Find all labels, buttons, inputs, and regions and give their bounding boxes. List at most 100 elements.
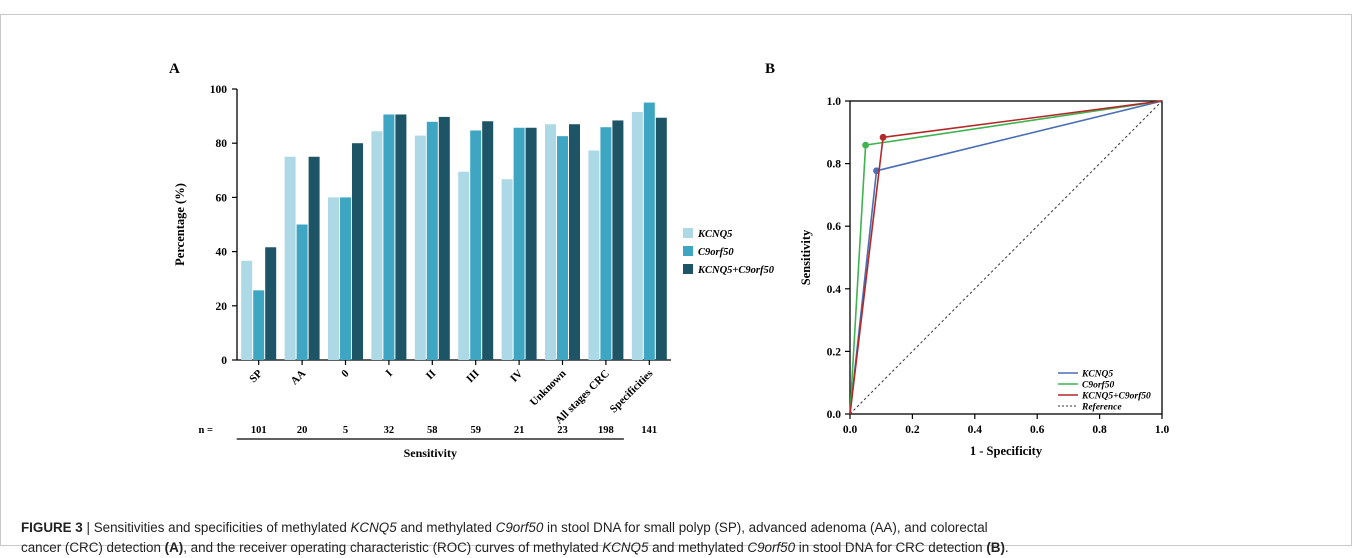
legend-label: C9orf50 [1082,381,1114,391]
x-tick-label: AA [288,368,308,388]
sensitivity-group-label: Sensitivity [404,446,457,460]
legend-label: C9orf50 [698,247,734,258]
bar-kcnq5-c9orf50 [352,143,363,360]
x-axis-title: 1 - Specificity [970,444,1043,458]
figure-canvas: A 0 20 40 60 80 100 Percentage (%) SP 101 AA 20 0 5 I 3… [169,61,1169,460]
x-tick-label: II [424,368,439,383]
x-tick-label: III [464,368,482,386]
legend-swatch [683,246,693,256]
cutoff-point-kcnq5-c9orf50 [879,133,887,141]
legend-label: KCNQ5+C9orf50 [697,265,775,276]
bar-kcnq5 [545,124,556,360]
x-tick-label: 0.4 [968,424,983,436]
bar-kcnq5 [631,112,643,360]
n-value: 101 [251,425,267,436]
caption-gene: KCNQ5 [350,520,397,535]
n-label: n = [199,425,213,436]
bar-kcnq5-c9orf50 [612,120,624,360]
x-tick-label: 0.6 [1030,424,1045,436]
caption-text: in stool DNA for small polyp (SP), advan… [543,520,988,535]
x-tick-label: 1.0 [1155,424,1170,436]
caption-gene: C9orf50 [495,520,544,535]
legend-label: KCNQ5+C9orf50 [1081,392,1151,402]
x-tick-label: IV [508,368,525,385]
panel-a-label: A [169,61,180,77]
bar-kcnq5 [588,150,600,360]
x-tick-label: Specificities [608,367,656,415]
bar-c9orf50 [340,197,351,360]
caption-separator: | [86,520,90,535]
bar-c9orf50 [470,130,482,360]
n-value: 23 [557,425,568,436]
figure-label: FIGURE 3 [21,520,83,535]
legend-label: Reference [1081,403,1122,413]
bar-kcnq5-c9orf50 [395,114,407,360]
bar-kcnq5 [414,135,426,360]
y-tick-label: 0.8 [827,159,842,171]
y-tick-label: 60 [216,192,228,204]
bar-kcnq5 [284,156,296,360]
y-tick-label: 0 [221,355,227,367]
bar-kcnq5 [371,131,383,360]
x-tick-label: 0 [339,367,352,380]
bar-kcnq5 [458,171,470,360]
plot-frame [849,100,1163,415]
y-tick-label: 80 [216,138,228,150]
bar-c9orf50 [383,114,395,360]
y-tick-label: 100 [210,84,228,96]
bar-kcnq5-c9orf50 [525,127,537,361]
figure-frame: A 0 20 40 60 80 100 Percentage (%) SP 101 AA 20 0 5 I 3… [0,14,1352,555]
panel-b-label: B [765,61,775,77]
n-value: 20 [297,425,308,436]
x-tick-label: 0.8 [1092,424,1107,436]
bar-kcnq5 [501,179,513,360]
y-tick-label: 0.6 [827,221,842,233]
bar-c9orf50 [600,127,612,360]
bar-kcnq5-c9orf50 [308,156,320,360]
bar-c9orf50 [296,224,308,360]
legend-label: KCNQ5 [697,229,732,240]
y-axis-title: Sensitivity [799,229,813,285]
n-value: 58 [427,425,438,436]
y-tick-label: 0.0 [827,409,842,421]
bar-kcnq5-c9orf50 [655,117,667,360]
panel-a-bar-chart: A 0 20 40 60 80 100 Percentage (%) SP 101 AA 20 0 5 I 3… [169,61,775,460]
x-tick-label: I [384,368,396,380]
bar-c9orf50 [557,136,568,360]
y-tick-label: 1.0 [827,96,842,108]
bar-c9orf50 [253,290,265,360]
caption-text: Sensitivities and specificities of methy… [93,520,351,535]
x-tick-label: 0.2 [905,424,920,436]
n-value: 32 [384,425,395,436]
n-value: 21 [514,425,525,436]
bar-kcnq5-c9orf50 [265,247,277,360]
y-tick-label: 20 [216,301,228,313]
x-tick-label: SP [247,367,265,385]
n-value: 198 [598,425,614,436]
bar-kcnq5 [241,260,253,360]
legend-swatch [683,264,693,274]
bar-kcnq5 [328,197,339,360]
cutoff-point-c9orf50 [862,141,869,149]
n-value: 141 [641,425,657,436]
x-tick-label: Unknown [528,368,569,409]
roc-curve-reference [849,100,1163,415]
figure-caption: FIGURE 3 | Sensitivities and specificiti… [21,518,1341,558]
legend-label: KCNQ5 [1081,370,1113,380]
bar-kcnq5-c9orf50 [569,124,580,360]
x-tick-label: 0.0 [843,424,858,436]
y-tick-label: 0.4 [827,284,842,296]
bar-c9orf50 [426,121,438,360]
bar-kcnq5-c9orf50 [438,116,450,361]
panel-b-roc-chart: B 0.00.0 0.2 0.2 0.4 0.4 0.6 0.6 0.8 0.8 1.0 1.0 1 -… [765,61,1169,458]
n-value: 59 [470,425,481,436]
y-tick-label: 0.2 [827,346,842,358]
legend-swatch [683,228,693,238]
y-tick-label: 40 [216,247,228,259]
bar-c9orf50 [643,102,655,361]
bar-kcnq5-c9orf50 [482,121,494,361]
caption-text: and methylated [396,520,496,535]
bar-c9orf50 [513,127,525,361]
y-axis-title: Percentage (%) [173,183,187,266]
n-value: 5 [343,425,348,436]
